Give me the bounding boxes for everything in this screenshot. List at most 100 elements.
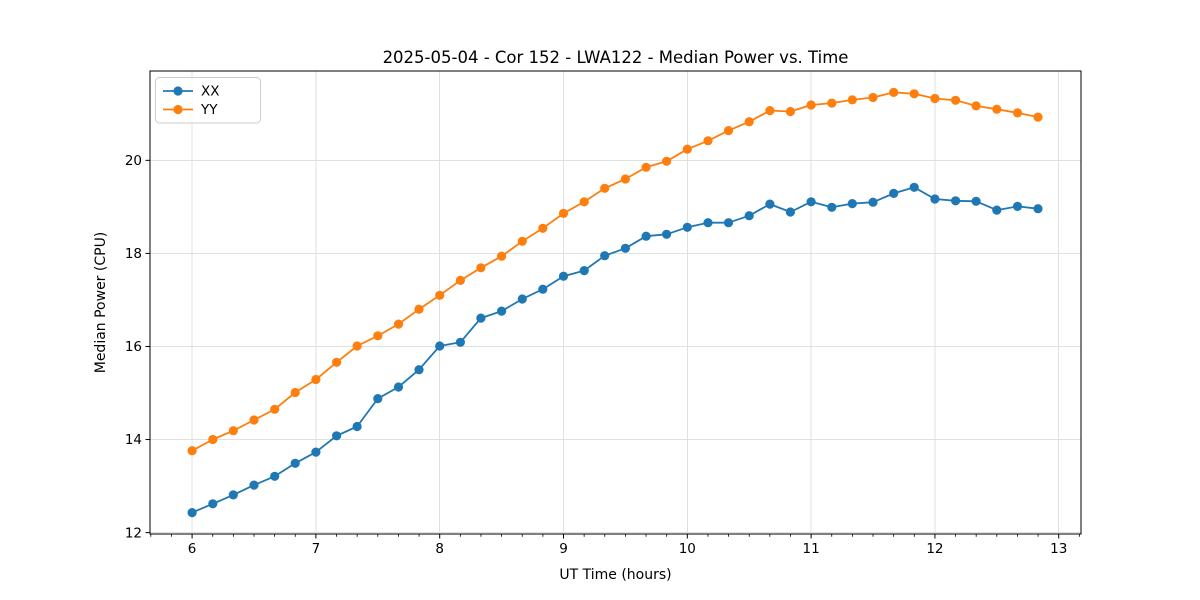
- series-xx-marker: [971, 196, 981, 206]
- series-yy-marker: [703, 136, 713, 146]
- x-tick-label: 7: [312, 541, 321, 557]
- series-yy-marker: [352, 341, 362, 351]
- y-tick-label: 20: [125, 153, 142, 169]
- x-tick-label: 8: [435, 541, 444, 557]
- series-xx-marker: [889, 188, 899, 198]
- series-xx-marker: [476, 313, 486, 323]
- series-xx-marker: [992, 205, 1002, 215]
- series-yy-marker: [558, 208, 569, 218]
- series-xx-marker: [703, 218, 713, 228]
- series-xx-marker: [765, 199, 775, 209]
- series-xx-marker: [868, 197, 878, 207]
- series-xx-marker: [579, 266, 589, 276]
- series-xx-marker: [785, 207, 796, 217]
- series-yy-marker: [311, 374, 321, 385]
- y-tick-label: 18: [125, 246, 142, 262]
- x-tick-label: 9: [559, 541, 568, 557]
- x-tick-label: 6: [188, 541, 197, 557]
- y-tick-label: 14: [125, 432, 142, 448]
- y-axis-label: Median Power (CPU): [93, 232, 109, 374]
- series-xx-marker: [290, 458, 300, 468]
- series-xx-marker: [847, 199, 857, 209]
- series-xx-marker: [455, 337, 465, 347]
- series-yy-marker: [290, 387, 300, 398]
- plot-border: [149, 70, 1082, 535]
- series-yy-marker: [414, 304, 424, 314]
- x-tick-label: 13: [1050, 541, 1067, 557]
- legend-label-yy: YY: [200, 102, 218, 118]
- series-yy-marker: [765, 106, 775, 116]
- series-xx-marker: [352, 421, 362, 432]
- series-yy-marker: [1033, 112, 1043, 122]
- series-xx-marker: [827, 202, 837, 212]
- series-yy-marker: [187, 446, 197, 456]
- series-xx-marker: [600, 251, 610, 261]
- series-yy-marker: [270, 404, 280, 414]
- series-xx-marker: [208, 499, 218, 509]
- series-yy-marker: [662, 156, 672, 166]
- series-yy-marker: [744, 117, 754, 127]
- series-xx-marker: [930, 194, 940, 204]
- series-xx-marker: [517, 294, 527, 304]
- series-xx-marker: [620, 243, 631, 253]
- series-xx-marker: [641, 231, 651, 241]
- series-yy-marker: [497, 251, 507, 261]
- series-xx-marker: [228, 490, 238, 500]
- x-tick-label: 11: [803, 541, 820, 557]
- series-yy-marker: [435, 290, 445, 300]
- series-xx-marker: [311, 447, 321, 457]
- series-xx-marker: [249, 480, 259, 490]
- series-yy-marker: [228, 426, 238, 436]
- series-xx-marker: [1033, 204, 1043, 214]
- series-xx-marker: [744, 211, 754, 221]
- series-xx-marker: [332, 431, 342, 441]
- legend-marker-xx-icon: [173, 86, 183, 96]
- series-yy-marker: [951, 95, 961, 105]
- series-yy-line: [191, 91, 1039, 452]
- series-yy-marker: [455, 275, 465, 285]
- series-yy-marker: [868, 92, 878, 103]
- series-xx-marker: [435, 341, 445, 351]
- series-yy-marker: [992, 104, 1002, 114]
- series-xx-marker: [558, 271, 569, 281]
- series-xx-marker: [909, 182, 919, 192]
- series-xx-line: [191, 186, 1039, 514]
- series-yy-marker: [249, 415, 259, 425]
- series-yy-marker: [476, 263, 486, 273]
- series-xx-marker: [682, 222, 692, 232]
- series-yy-marker: [806, 100, 816, 110]
- series-yy-marker: [723, 126, 734, 136]
- series-yy-marker: [930, 93, 940, 104]
- series-yy-marker: [393, 319, 404, 329]
- x-tick-label: 12: [926, 541, 943, 557]
- series-yy-marker: [620, 174, 631, 184]
- series-yy-marker: [373, 331, 383, 341]
- series-xx-marker: [951, 196, 961, 206]
- series-xx-marker: [373, 394, 383, 404]
- series-yy-marker: [909, 89, 919, 99]
- legend: XX YY: [155, 77, 261, 124]
- series-yy-marker: [847, 95, 857, 105]
- series-xx-marker: [393, 382, 404, 392]
- series-xx-marker: [538, 284, 548, 294]
- x-axis-label: UT Time (hours): [559, 567, 671, 583]
- series-xx-marker: [414, 365, 424, 375]
- series-yy-marker: [332, 357, 342, 367]
- series-yy-marker: [600, 183, 610, 193]
- chart-title: 2025-05-04 - Cor 152 - LWA122 - Median P…: [383, 48, 849, 67]
- legend-label-xx: XX: [201, 84, 220, 100]
- series-xx-marker: [806, 197, 816, 207]
- series-yy-marker: [641, 162, 651, 172]
- series-yy-marker: [579, 197, 589, 207]
- series-xx-marker: [723, 218, 734, 228]
- series-yy-marker: [538, 223, 548, 233]
- series-xx-marker: [662, 229, 672, 239]
- series-yy-marker: [785, 106, 796, 117]
- series-yy-marker: [517, 236, 527, 246]
- series-xx-marker: [187, 507, 197, 518]
- y-tick-label: 16: [125, 339, 142, 355]
- series-xx-marker: [1012, 201, 1023, 211]
- series-yy-marker: [889, 87, 899, 97]
- series-yy-marker: [971, 101, 981, 111]
